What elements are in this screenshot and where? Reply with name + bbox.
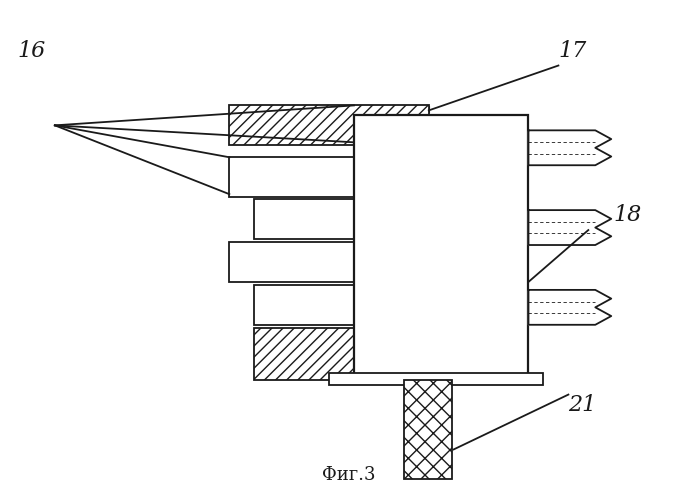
Bar bbox=[404, 380, 452, 480]
Polygon shape bbox=[528, 130, 611, 165]
Text: 16: 16 bbox=[18, 40, 46, 62]
Text: 21: 21 bbox=[568, 394, 597, 415]
Text: 17: 17 bbox=[558, 40, 586, 62]
Polygon shape bbox=[528, 210, 611, 245]
Bar bbox=[254, 285, 429, 325]
Bar bbox=[354, 199, 399, 239]
Bar bbox=[254, 328, 429, 380]
Bar bbox=[230, 106, 429, 146]
Text: 18: 18 bbox=[614, 204, 641, 226]
Bar bbox=[329, 372, 544, 384]
Bar bbox=[230, 242, 429, 282]
Polygon shape bbox=[528, 290, 611, 325]
Bar bbox=[230, 158, 429, 197]
Text: Φиг.3: Φиг.3 bbox=[322, 466, 376, 484]
Bar bbox=[354, 116, 528, 380]
Bar bbox=[254, 199, 429, 239]
